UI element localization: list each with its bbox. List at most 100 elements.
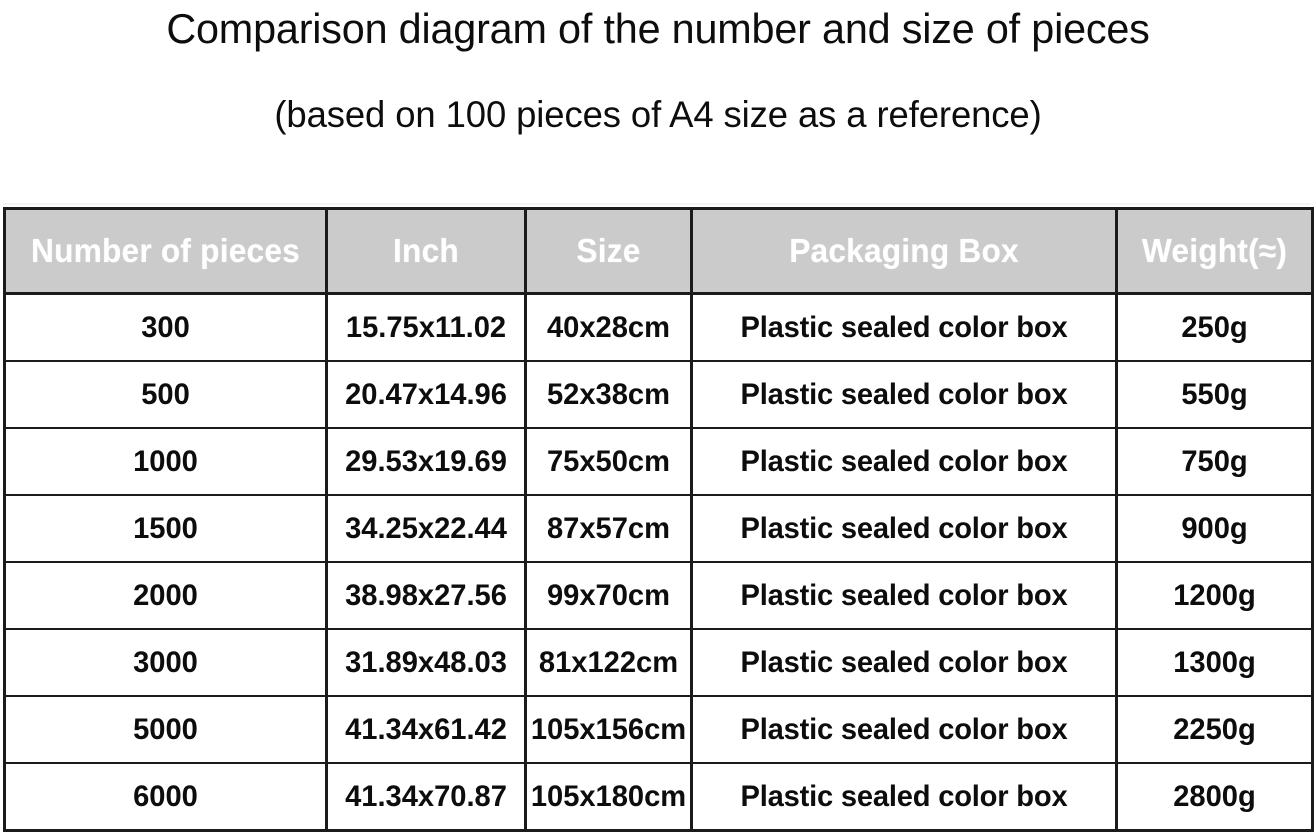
table-header: Number of pieces Inch Size Packaging Box… (3, 207, 1314, 295)
cell-value: Plastic sealed color box (740, 645, 1068, 679)
cell-weight: 1300g (1115, 628, 1314, 697)
cell-packaging-box: Plastic sealed color box (690, 762, 1118, 832)
cell-value: 3000 (133, 645, 198, 679)
cell-number-of-pieces: 1500 (3, 494, 328, 563)
cell-value: Plastic sealed color box (740, 310, 1068, 344)
cell-size: 105x180cm (524, 762, 693, 832)
cell-weight: 250g (1115, 292, 1314, 362)
cell-value: Plastic sealed color box (740, 712, 1068, 746)
cell-value: Plastic sealed color box (740, 578, 1068, 612)
cell-inch: 20.47x14.96 (325, 360, 527, 429)
cell-value: 41.34x61.42 (345, 712, 507, 746)
cell-value: 38.98x27.56 (345, 578, 507, 612)
specification-table-wrapper: Number of pieces Inch Size Packaging Box… (3, 207, 1314, 832)
cell-packaging-box: Plastic sealed color box (690, 695, 1118, 764)
cell-value: 41.34x70.87 (345, 779, 507, 813)
cell-number-of-pieces: 6000 (3, 762, 328, 832)
table-row: 1000 29.53x19.69 75x50cm Plastic sealed … (3, 427, 1314, 496)
table-row: 1500 34.25x22.44 87x57cm Plastic sealed … (3, 494, 1314, 563)
cell-value: 2250g (1173, 712, 1256, 746)
page-subtitle: (based on 100 pieces of A4 size as a ref… (274, 94, 1042, 135)
cell-size: 40x28cm (524, 292, 693, 362)
cell-weight: 550g (1115, 360, 1314, 429)
specification-table: Number of pieces Inch Size Packaging Box… (3, 207, 1314, 832)
table-row: 5000 41.34x61.42 105x156cm Plastic seale… (3, 695, 1314, 764)
cell-value: 75x50cm (546, 444, 670, 478)
cell-packaging-box: Plastic sealed color box (690, 561, 1118, 630)
cell-value: 2000 (133, 578, 198, 612)
cell-number-of-pieces: 500 (3, 360, 328, 429)
cell-weight: 1200g (1115, 561, 1314, 630)
cell-size: 87x57cm (524, 494, 693, 563)
cell-value: 1500 (133, 511, 198, 545)
page-title: Comparison diagram of the number and siz… (166, 5, 1150, 52)
column-header-number-of-pieces: Number of pieces (3, 207, 328, 295)
cell-value: 250g (1181, 310, 1248, 344)
cell-packaging-box: Plastic sealed color box (690, 494, 1118, 563)
cell-inch: 38.98x27.56 (325, 561, 527, 630)
column-header-weight: Weight(≈) (1115, 207, 1314, 295)
cell-value: 81x122cm (538, 645, 679, 679)
title-block: Comparison diagram of the number and siz… (0, 0, 1316, 140)
cell-inch: 31.89x48.03 (325, 628, 527, 697)
column-header-label: Inch (393, 232, 459, 269)
column-header-packaging-box: Packaging Box (690, 207, 1118, 295)
cell-value: Plastic sealed color box (740, 511, 1068, 545)
table-row: 3000 31.89x48.03 81x122cm Plastic sealed… (3, 628, 1314, 697)
cell-weight: 900g (1115, 494, 1314, 563)
cell-packaging-box: Plastic sealed color box (690, 292, 1118, 362)
table-row: 500 20.47x14.96 52x38cm Plastic sealed c… (3, 360, 1314, 429)
cell-inch: 34.25x22.44 (325, 494, 527, 563)
cell-number-of-pieces: 3000 (3, 628, 328, 697)
column-header-inch: Inch (325, 207, 527, 295)
cell-size: 105x156cm (524, 695, 693, 764)
column-header-size: Size (524, 207, 693, 295)
cell-size: 52x38cm (524, 360, 693, 429)
table-row: 6000 41.34x70.87 105x180cm Plastic seale… (3, 762, 1314, 832)
cell-number-of-pieces: 300 (3, 292, 328, 362)
cell-value: 40x28cm (546, 310, 670, 344)
cell-value: 1000 (133, 444, 198, 478)
cell-value: 550g (1181, 377, 1248, 411)
cell-value: 29.53x19.69 (345, 444, 507, 478)
cell-value: 15.75x11.02 (345, 310, 507, 344)
cell-value: Plastic sealed color box (740, 779, 1068, 813)
cell-value: Plastic sealed color box (740, 377, 1068, 411)
cell-packaging-box: Plastic sealed color box (690, 628, 1118, 697)
cell-value: 20.47x14.96 (345, 377, 507, 411)
cell-value: 750g (1181, 444, 1248, 478)
cell-value: 1200g (1173, 578, 1256, 612)
cell-number-of-pieces: 5000 (3, 695, 328, 764)
cell-value: 1300g (1173, 645, 1256, 679)
cell-value: 900g (1181, 511, 1248, 545)
table-header-row: Number of pieces Inch Size Packaging Box… (3, 207, 1314, 295)
column-header-label: Packaging Box (789, 232, 1019, 269)
cell-size: 99x70cm (524, 561, 693, 630)
cell-number-of-pieces: 2000 (3, 561, 328, 630)
cell-value: 105x156cm (530, 712, 687, 746)
cell-value: 6000 (133, 779, 198, 813)
cell-value: 2800g (1173, 779, 1256, 813)
cell-weight: 2800g (1115, 762, 1314, 832)
table-body: 300 15.75x11.02 40x28cm Plastic sealed c… (3, 292, 1314, 832)
cell-packaging-box: Plastic sealed color box (690, 360, 1118, 429)
cell-value: 52x38cm (546, 377, 670, 411)
cell-size: 75x50cm (524, 427, 693, 496)
cell-value: 87x57cm (546, 511, 670, 545)
cell-value: 300 (141, 310, 190, 344)
cell-value: Plastic sealed color box (740, 444, 1068, 478)
cell-value: 34.25x22.44 (345, 511, 507, 545)
cell-inch: 41.34x61.42 (325, 695, 527, 764)
column-header-label: Weight(≈) (1141, 232, 1288, 269)
table-row: 2000 38.98x27.56 99x70cm Plastic sealed … (3, 561, 1314, 630)
cell-value: 5000 (133, 712, 198, 746)
cell-inch: 15.75x11.02 (325, 292, 527, 362)
table-row: 300 15.75x11.02 40x28cm Plastic sealed c… (3, 292, 1314, 362)
cell-value: 500 (141, 377, 190, 411)
column-header-label: Number of pieces (31, 232, 300, 269)
cell-value: 31.89x48.03 (345, 645, 507, 679)
cell-packaging-box: Plastic sealed color box (690, 427, 1118, 496)
scan-sliver (3, 203, 1311, 205)
column-header-label: Size (576, 232, 641, 269)
